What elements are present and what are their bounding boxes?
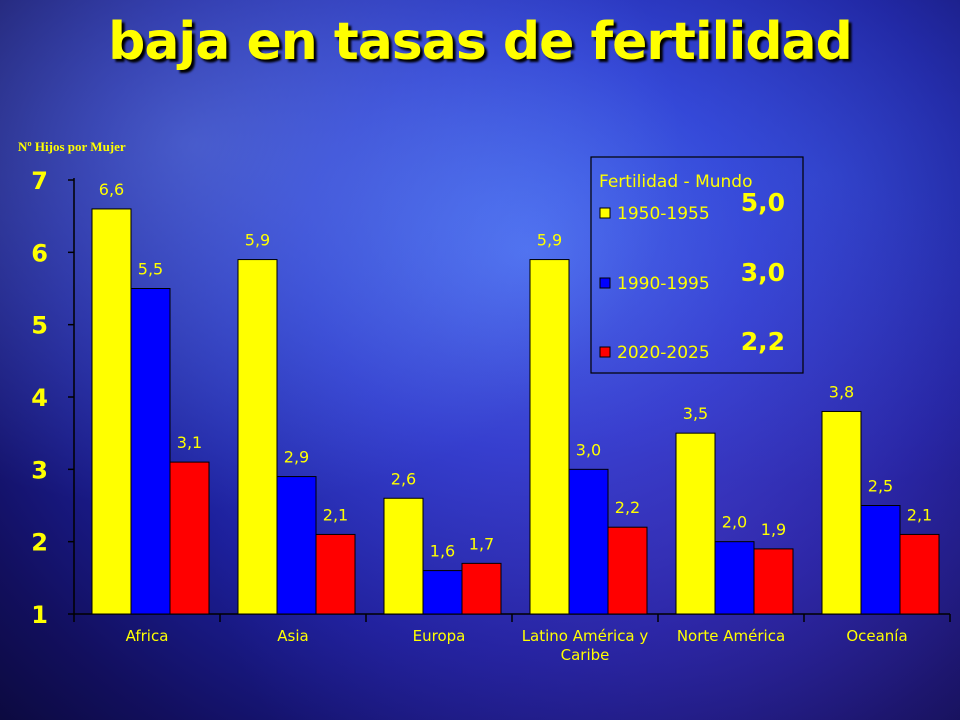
bar-value-label: 2,2 [615,498,640,517]
bar [568,468,609,615]
bar [130,288,171,615]
x-tick-label: Europa [413,627,466,645]
y-tick-label: 6 [31,239,48,267]
legend-series-name: 1990-1995 [617,274,710,294]
bar-value-label: 2,1 [907,505,932,524]
bar [237,259,278,615]
bar [461,562,502,615]
y-axis-units-label: Nº Hijos por Mujer [18,139,126,154]
bar-value-label: 6,6 [99,180,124,199]
legend-world-value: 3,0 [741,258,785,287]
bar-value-label: 2,6 [391,469,416,488]
legend-swatch [599,207,611,219]
y-tick-label: 3 [31,456,48,484]
bar-value-label: 5,5 [138,260,163,279]
y-tick-label: 2 [31,529,48,557]
legend-swatch [599,277,611,289]
bar-value-label: 3,8 [829,382,854,401]
bar-value-label: 2,0 [722,513,747,532]
x-tick-label: Latino América y [522,627,649,645]
bar-value-label: 3,0 [576,440,601,459]
x-tick-label: Norte América [677,627,785,645]
bar-value-label: 1,7 [469,534,494,553]
bar [529,259,570,615]
bar [899,533,940,615]
bar [315,533,356,615]
legend-world-value: 5,0 [741,188,785,217]
bar-value-label: 1,9 [761,520,786,539]
x-tick-label: Caribe [561,646,610,664]
bar [675,432,716,615]
bar [422,570,463,615]
x-tick-label: Oceanía [846,627,907,645]
bar [91,208,132,615]
bar-value-label: 2,1 [323,505,348,524]
y-tick-label: 4 [31,384,48,412]
bar-value-label: 1,6 [430,542,455,561]
bar-value-label: 5,9 [537,231,562,250]
legend-world-value: 2,2 [741,327,785,356]
bar-value-label: 2,5 [868,477,893,496]
legend-series-name: 2020-2025 [617,343,710,363]
x-tick-label: Africa [126,627,169,645]
bar-value-label: 3,1 [177,433,202,452]
legend-box [590,156,804,374]
bar [860,505,901,615]
bar-value-label: 3,5 [683,404,708,423]
legend-swatch [599,346,611,358]
bar [383,497,424,615]
bar-value-label: 5,9 [245,231,270,250]
x-tick-label: Asia [277,627,308,645]
bar [276,476,317,615]
bar [714,541,755,615]
bar-value-label: 2,9 [284,448,309,467]
bar [753,548,794,615]
legend-title: Fertilidad - Mundo [599,172,752,192]
page-title: baja en tasas de fertilidad [108,12,853,72]
legend-series-name: 1950-1955 [617,204,710,224]
bar [169,461,210,615]
y-tick-label: 7 [31,167,48,195]
y-tick-label: 1 [31,601,48,629]
bar [607,526,648,615]
y-tick-label: 5 [31,312,48,340]
bar [821,410,862,615]
